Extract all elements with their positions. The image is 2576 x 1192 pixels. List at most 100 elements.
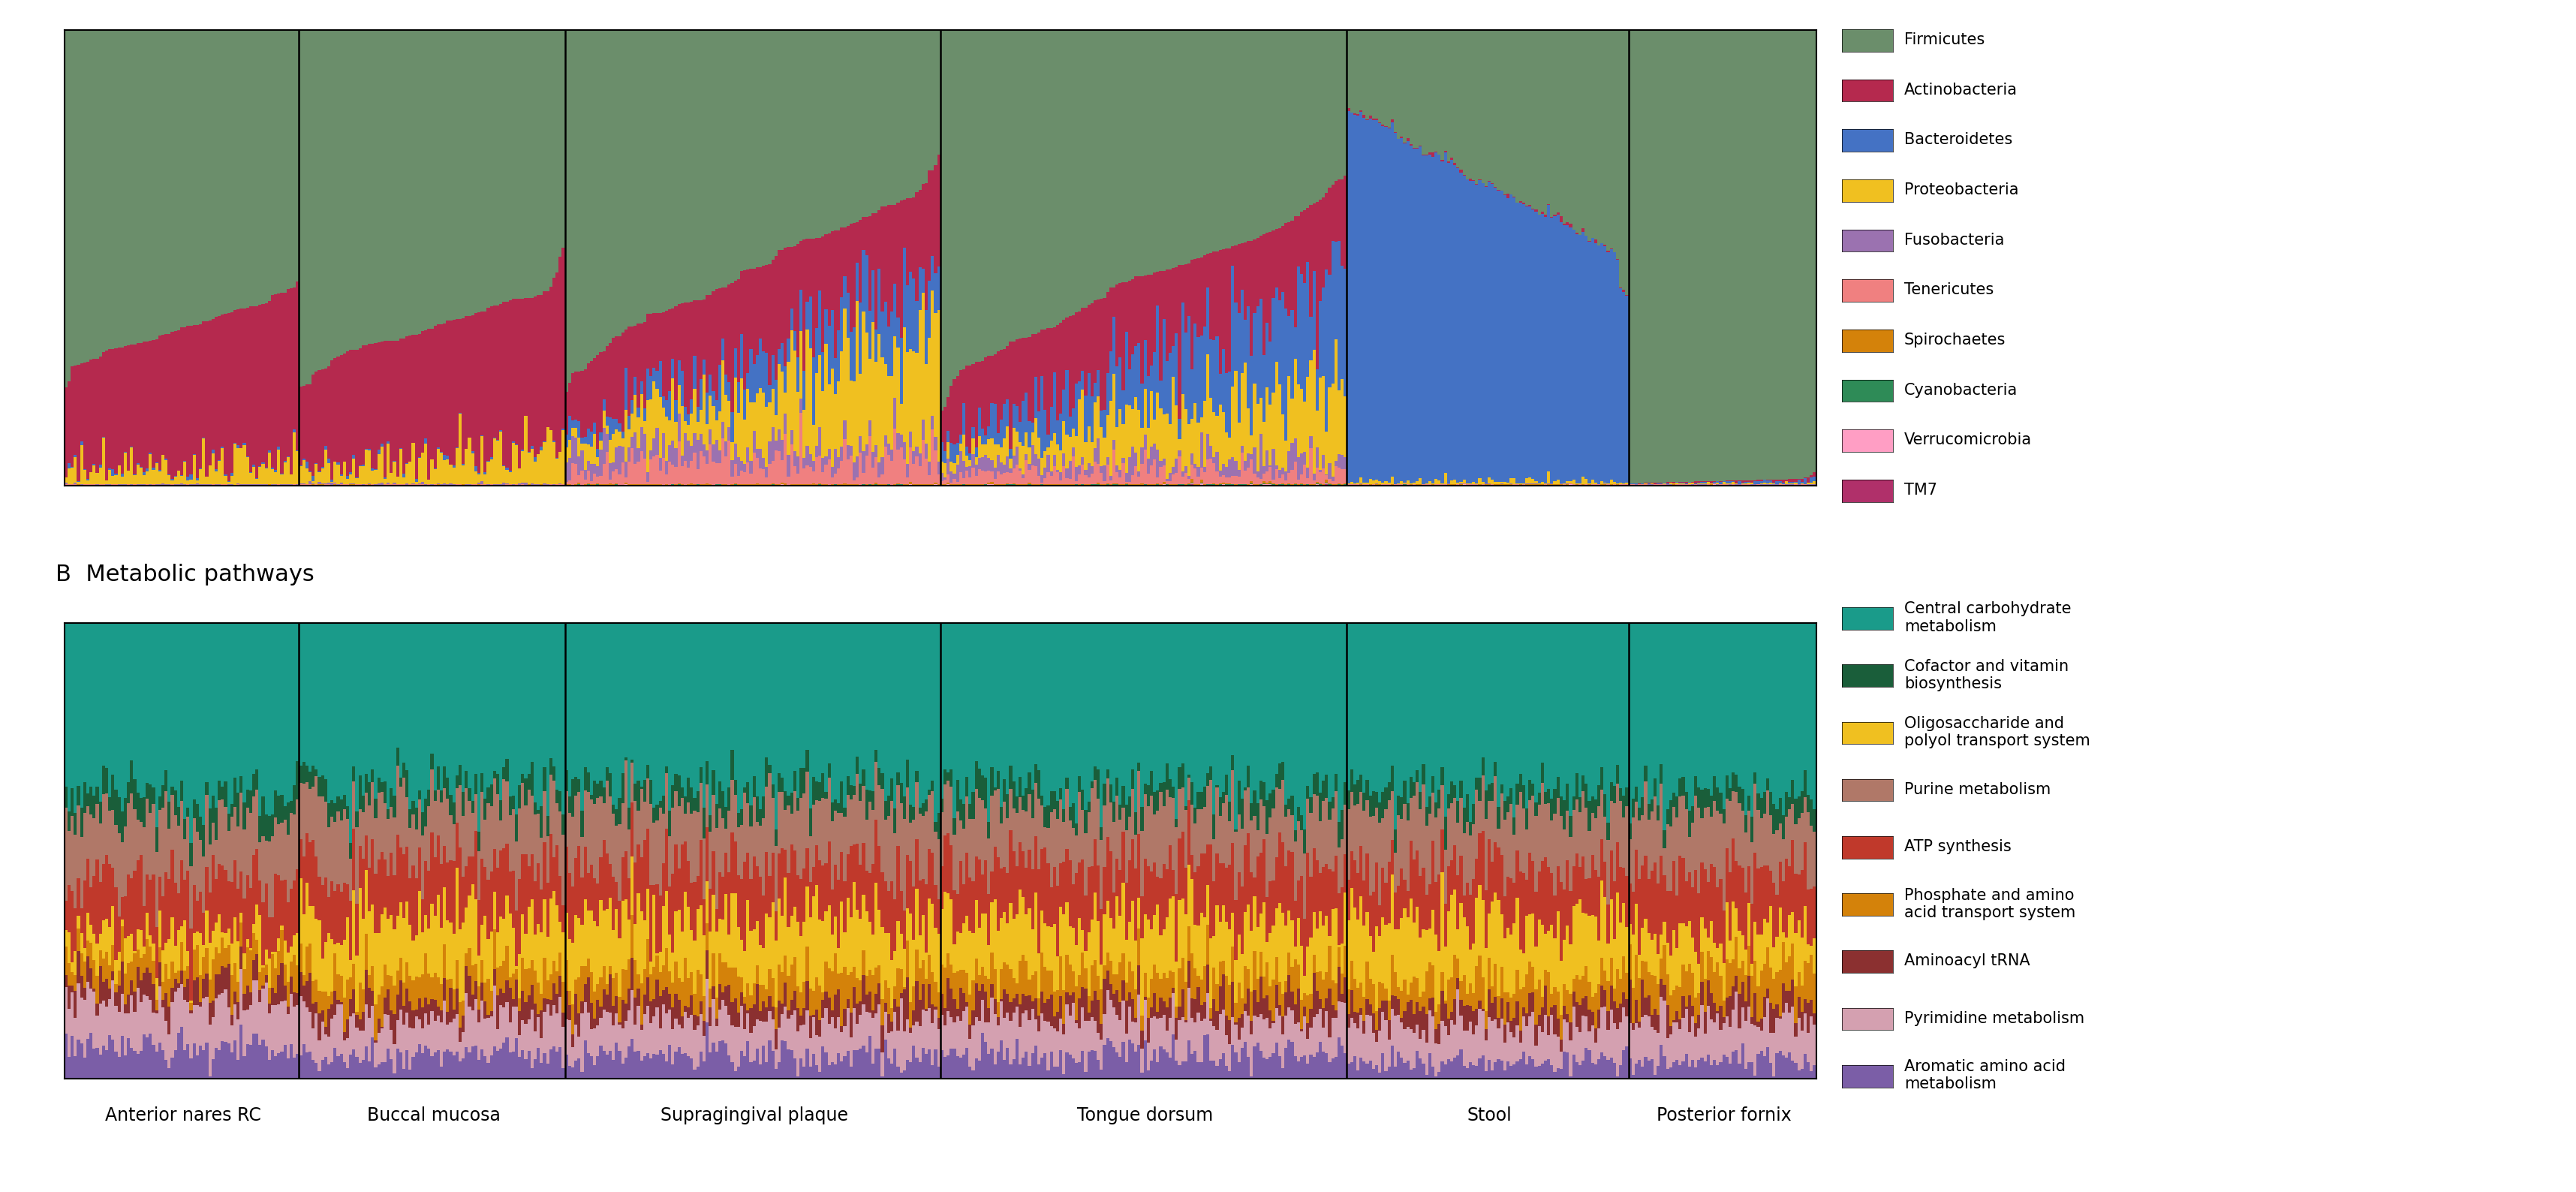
Bar xyxy=(139,855,142,930)
Bar xyxy=(762,623,765,796)
Bar xyxy=(350,961,353,977)
Bar xyxy=(1406,30,1409,138)
Bar xyxy=(343,623,345,795)
Bar xyxy=(242,30,245,309)
Bar xyxy=(1528,800,1530,852)
Bar xyxy=(118,986,121,1012)
Bar xyxy=(95,787,98,805)
Bar xyxy=(837,623,840,803)
Bar xyxy=(1213,839,1216,881)
Bar xyxy=(981,623,984,775)
Bar xyxy=(1252,240,1257,313)
Bar xyxy=(1074,467,1077,482)
Bar xyxy=(1752,480,1754,483)
Bar xyxy=(1056,1012,1059,1031)
Bar xyxy=(958,452,963,472)
Bar xyxy=(1273,30,1275,230)
Bar xyxy=(613,805,616,814)
Bar xyxy=(1582,228,1584,232)
Bar xyxy=(1046,455,1051,472)
Bar xyxy=(1149,1018,1154,1061)
Bar xyxy=(1468,822,1471,836)
Bar xyxy=(1319,1008,1321,1042)
Bar xyxy=(1347,1014,1350,1028)
Bar xyxy=(1419,1058,1422,1079)
Bar xyxy=(1507,992,1510,1002)
Bar xyxy=(1440,768,1445,786)
Bar xyxy=(1306,30,1309,207)
Bar xyxy=(507,988,513,1023)
Bar xyxy=(1157,973,1159,1012)
Bar xyxy=(708,931,711,988)
Bar xyxy=(724,287,726,374)
Bar xyxy=(1293,831,1296,842)
Bar xyxy=(296,623,299,762)
Bar xyxy=(613,623,616,805)
Bar xyxy=(95,805,98,859)
Bar xyxy=(564,462,567,482)
Bar xyxy=(592,623,595,781)
Bar xyxy=(242,445,245,484)
Bar xyxy=(987,838,989,894)
Bar xyxy=(1056,1031,1059,1067)
Bar xyxy=(245,623,250,790)
Bar xyxy=(1378,982,1381,1007)
Bar xyxy=(1324,30,1329,193)
Bar xyxy=(809,882,811,918)
Bar xyxy=(1056,325,1059,420)
Bar xyxy=(781,623,783,778)
Bar xyxy=(654,884,659,954)
Bar xyxy=(283,622,286,806)
Bar xyxy=(739,809,742,825)
Bar xyxy=(1623,868,1625,902)
Bar xyxy=(1664,623,1667,831)
Bar xyxy=(1105,900,1110,952)
Bar xyxy=(1267,818,1273,881)
Bar xyxy=(1388,782,1391,800)
Bar xyxy=(1291,1042,1293,1079)
Bar xyxy=(1177,457,1180,484)
Bar xyxy=(938,933,940,993)
Bar xyxy=(1030,465,1033,484)
Bar xyxy=(1543,791,1548,803)
Bar xyxy=(137,30,139,343)
Bar xyxy=(909,432,912,447)
Bar xyxy=(572,436,574,464)
Bar xyxy=(1144,794,1146,859)
Bar xyxy=(1172,797,1175,870)
Bar xyxy=(507,1053,513,1079)
Bar xyxy=(814,800,819,845)
Bar xyxy=(345,1019,350,1038)
Bar xyxy=(1340,470,1345,484)
Bar xyxy=(296,452,299,484)
Bar xyxy=(871,322,873,452)
Bar xyxy=(788,806,791,873)
Bar xyxy=(1193,464,1198,468)
Bar xyxy=(149,341,152,453)
Bar xyxy=(902,819,907,911)
Bar xyxy=(732,412,734,442)
Bar xyxy=(77,951,80,983)
Bar xyxy=(70,892,75,963)
Bar xyxy=(958,623,963,800)
Bar xyxy=(971,981,974,1011)
Bar xyxy=(943,784,945,836)
Bar xyxy=(1538,871,1540,920)
Bar xyxy=(770,460,775,484)
Bar xyxy=(1492,862,1494,902)
Bar xyxy=(64,987,67,1033)
Bar xyxy=(533,881,536,935)
Bar xyxy=(317,371,322,471)
Bar xyxy=(237,445,240,448)
Bar xyxy=(1569,223,1571,228)
Bar xyxy=(1625,30,1628,296)
Bar xyxy=(265,468,268,484)
Bar xyxy=(734,30,737,280)
Bar xyxy=(1200,623,1203,791)
Bar xyxy=(1273,392,1275,449)
Bar xyxy=(193,454,196,455)
Bar xyxy=(1571,906,1574,979)
Bar xyxy=(1324,479,1329,483)
Bar xyxy=(129,344,134,447)
Bar xyxy=(884,446,886,484)
